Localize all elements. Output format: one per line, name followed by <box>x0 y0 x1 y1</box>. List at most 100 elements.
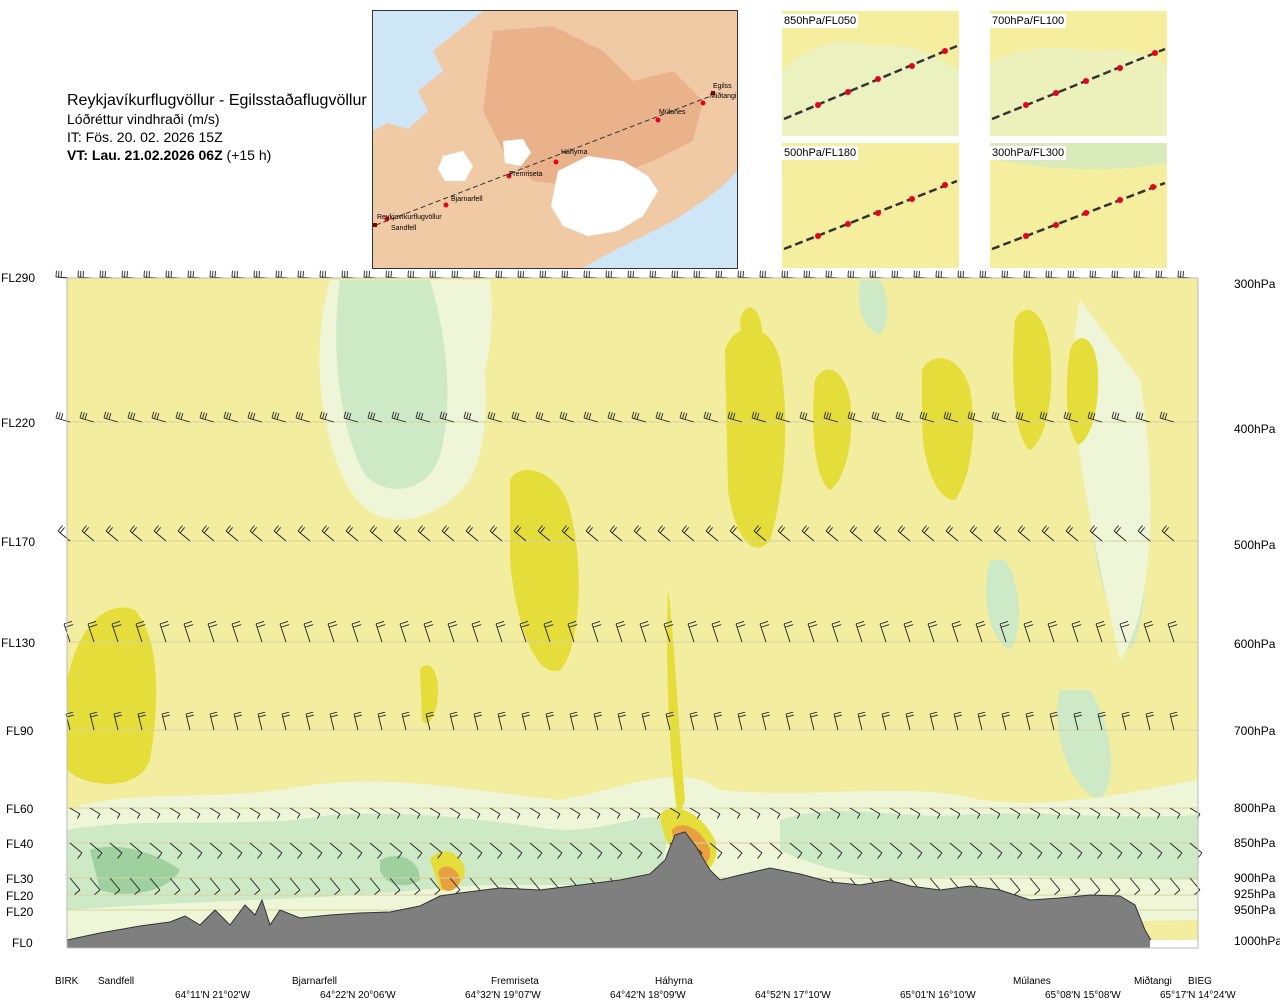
wind-barb <box>309 842 323 859</box>
wind-barb <box>949 807 961 819</box>
wind-barb <box>169 877 181 895</box>
wind-barb <box>349 877 361 895</box>
wind-barb <box>451 270 467 279</box>
wind-barb <box>305 711 315 731</box>
mini-route-point <box>1083 78 1089 84</box>
wind-barb <box>909 807 921 819</box>
map-label-sandfell: Sandfell <box>391 225 417 232</box>
wind-barb <box>269 842 283 859</box>
wind-barb <box>617 711 627 731</box>
wind-barb <box>209 711 219 731</box>
wind-barb <box>689 711 699 731</box>
wind-barb <box>711 620 722 643</box>
valid-time-line: VT: Lau. 21.02.2026 06Z (+15 h) <box>67 146 367 164</box>
wind-barb <box>367 411 383 423</box>
wind-barb <box>1001 270 1017 279</box>
coord-label: 64°11'N 21°02'W <box>175 990 251 1001</box>
wind-barb <box>1029 842 1043 859</box>
wind-barb <box>713 711 723 731</box>
wind-barb <box>871 411 887 423</box>
wind-barb <box>589 842 603 859</box>
wind-barb <box>889 842 903 859</box>
wind-barb <box>1149 877 1161 895</box>
wind-barb <box>737 711 747 731</box>
left-level-label: FL290 <box>1 271 35 285</box>
wind-barb <box>297 270 313 279</box>
wind-barb <box>79 411 95 423</box>
route-point <box>443 202 449 208</box>
updraft-zone <box>922 358 974 500</box>
wind-barb <box>149 807 161 819</box>
wind-barb <box>229 807 241 819</box>
wind-barb <box>249 525 263 542</box>
route-point <box>384 216 390 222</box>
wind-barb <box>429 270 445 279</box>
wind-barb <box>149 877 161 895</box>
wind-barb <box>1009 842 1023 859</box>
wind-barb <box>909 842 923 859</box>
updraft-zone <box>420 665 438 724</box>
wind-barb <box>329 842 343 859</box>
right-level-label: 850hPa <box>1234 836 1276 850</box>
wind-barb <box>1133 270 1149 279</box>
wind-barb <box>729 525 743 542</box>
wind-barb <box>593 711 603 731</box>
wind-barb <box>693 270 709 279</box>
route-map: Reykjavíkurflugvöllur Sandfell Bjarnarfe… <box>372 10 738 269</box>
wind-barb <box>549 842 563 859</box>
route-point <box>506 173 512 179</box>
wind-barb <box>657 525 671 542</box>
wind-barb <box>759 270 775 279</box>
wind-barb <box>319 270 335 279</box>
wind-barb <box>385 270 401 279</box>
wind-barb <box>945 525 959 542</box>
wind-barb <box>183 620 194 643</box>
wind-barb <box>681 525 695 542</box>
wind-barb <box>1143 620 1154 643</box>
wind-barb <box>369 842 383 859</box>
wind-barb <box>1109 807 1121 819</box>
wind-barb <box>1169 877 1181 895</box>
downdraft-zone <box>443 280 492 400</box>
wind-barb <box>497 711 507 731</box>
right-level-label: 925hPa <box>1234 887 1276 901</box>
mini-route-point <box>1053 222 1059 228</box>
wind-barb <box>993 525 1007 542</box>
lead-time: (+15 h) <box>226 147 272 163</box>
wind-barb <box>1023 620 1034 643</box>
mini-route-point <box>1053 90 1059 96</box>
wind-barb <box>737 270 753 279</box>
sea-strip <box>1150 940 1198 948</box>
wind-barb <box>825 525 839 542</box>
wind-barb <box>1135 411 1151 423</box>
wind-barb <box>1167 620 1178 643</box>
wind-barb <box>1025 711 1035 731</box>
left-level-label: FL130 <box>1 636 35 650</box>
wind-barb <box>529 807 541 819</box>
wind-barb <box>627 270 643 279</box>
downdraft-zone <box>336 280 448 489</box>
wind-barb <box>829 807 841 819</box>
coord-label: 65°08'N 15°08'W <box>1045 990 1121 1001</box>
wind-barb <box>895 411 911 423</box>
wind-barb <box>111 620 122 643</box>
wind-barb <box>977 711 987 731</box>
wind-barb <box>999 620 1010 643</box>
wind-barb <box>663 620 674 643</box>
wind-barb <box>473 270 489 279</box>
wind-barb <box>1129 877 1141 895</box>
wind-barb <box>1049 711 1059 731</box>
wind-barb <box>783 620 794 643</box>
mini-map-700-label: 700hPa/FL100 <box>990 14 1067 28</box>
route-point <box>700 100 706 106</box>
wind-barb <box>463 411 479 423</box>
right-level-label: 300hPa <box>1234 277 1276 291</box>
wind-barb <box>89 711 99 731</box>
coord-label: 64°52'N 17°10'W <box>755 990 831 1001</box>
wind-barb <box>231 270 247 279</box>
mini-route-point <box>909 63 915 69</box>
wind-barb <box>1097 711 1107 731</box>
title-block: Reykjavíkurflugvöllur - Egilsstaðaflugvö… <box>67 92 367 164</box>
wind-barb <box>1137 525 1151 542</box>
wind-barb <box>1089 525 1103 542</box>
